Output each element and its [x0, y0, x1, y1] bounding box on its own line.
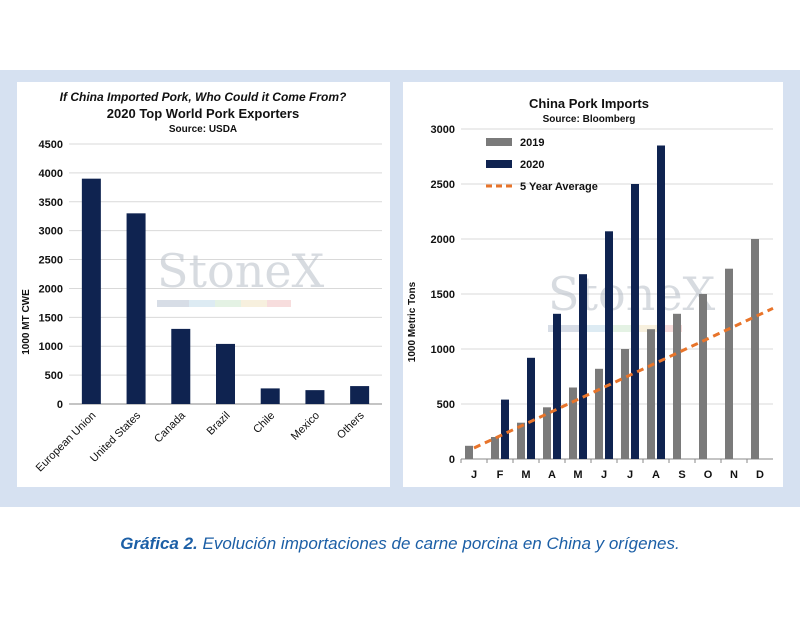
bar-2020: [657, 145, 665, 459]
y-tick-label: 2500: [431, 179, 455, 191]
y-tick-label: 500: [45, 370, 63, 382]
imports-chart-panel: China Pork Imports Source: Bloomberg 100…: [403, 82, 783, 487]
stonex-watermark: StoneX: [157, 244, 325, 307]
bar-2019: [699, 294, 707, 459]
x-tick-label: Mexico: [289, 410, 322, 443]
bar-2019: [621, 349, 629, 459]
bar-2019: [517, 422, 525, 459]
exporters-chart-panel: If China Imported Pork, Who Could it Com…: [17, 82, 390, 487]
y-tick-label: 1000: [431, 344, 455, 356]
legend-label-2020: 2020: [520, 159, 544, 171]
exporters-chart: If China Imported Pork, Who Could it Com…: [21, 90, 382, 475]
y-tick-label: 2500: [39, 255, 63, 267]
legend-label-trend: 5 Year Average: [520, 181, 598, 193]
watermark-text: StoneX: [157, 244, 325, 298]
caption-label: Gráfica 2.: [120, 534, 198, 553]
bar-2020: [631, 184, 639, 459]
exporters-chart-title: 2020 Top World Pork Exporters: [107, 106, 299, 121]
imports-legend: 2019 2020 5 Year Average: [486, 137, 598, 193]
imports-y-axis-label: 1000 Metric Tons: [407, 281, 418, 362]
x-tick-label: Canada: [152, 409, 188, 445]
bar-2020: [553, 313, 561, 459]
y-tick-label: 2000: [39, 283, 63, 295]
bar-2020: [605, 231, 613, 459]
exporters-y-axis-label: 1000 MT CWE: [21, 289, 32, 355]
bar-2019: [595, 368, 603, 459]
x-tick-label: J: [601, 469, 607, 481]
bar: [305, 390, 325, 404]
bar-2019: [725, 268, 733, 459]
legend-swatch-2019: [486, 138, 512, 146]
x-tick-label: J: [627, 469, 633, 481]
imports-chart: China Pork Imports Source: Bloomberg 100…: [407, 96, 774, 481]
bar-2019: [673, 313, 681, 459]
x-tick-label: F: [497, 469, 504, 481]
x-tick-label: Chile: [251, 410, 277, 436]
x-tick-label: M: [521, 469, 530, 481]
bar-2019: [543, 407, 551, 459]
imports-chart-source: Source: Bloomberg: [543, 114, 636, 125]
bar-2019: [465, 445, 473, 459]
y-tick-label: 4000: [39, 168, 63, 180]
x-tick-label: D: [756, 469, 764, 481]
bar-2019: [491, 437, 499, 459]
x-tick-label: European Union: [34, 410, 99, 475]
legend-swatch-2020: [486, 160, 512, 168]
y-tick-label: 500: [437, 399, 455, 411]
bar-2019: [569, 387, 577, 459]
bar: [350, 386, 370, 404]
x-tick-label: O: [704, 469, 713, 481]
x-tick-label: A: [652, 469, 660, 481]
bar-2019: [751, 239, 759, 459]
bar: [81, 178, 101, 404]
imports-chart-title: China Pork Imports: [529, 96, 649, 111]
exporters-chart-source: Source: USDA: [169, 124, 237, 135]
bar: [126, 213, 146, 404]
caption-text: Evolución importaciones de carne porcina…: [202, 534, 680, 553]
y-tick-label: 3000: [431, 124, 455, 136]
bar: [216, 343, 235, 404]
x-tick-label: A: [548, 469, 556, 481]
bar-2019: [647, 329, 655, 459]
x-tick-label: Others: [335, 409, 367, 441]
y-tick-label: 3000: [39, 226, 63, 238]
y-tick-label: 0: [449, 454, 455, 466]
bar: [260, 388, 280, 404]
bar-2020: [579, 274, 587, 459]
y-tick-label: 4500: [39, 139, 63, 151]
y-tick-label: 3500: [39, 197, 63, 209]
exporters-chart-subtitle: If China Imported Pork, Who Could it Com…: [60, 90, 347, 104]
y-tick-label: 0: [57, 399, 63, 411]
bar: [171, 328, 191, 404]
x-tick-label: N: [730, 469, 738, 481]
legend-label-2019: 2019: [520, 137, 544, 149]
y-tick-label: 1000: [39, 341, 63, 353]
y-tick-label: 2000: [431, 234, 455, 246]
x-tick-label: S: [678, 469, 685, 481]
x-tick-label: J: [471, 469, 477, 481]
figure-caption: Gráfica 2. Evolución importaciones de ca…: [0, 534, 800, 554]
y-tick-label: 1500: [39, 312, 63, 324]
bar-2020: [501, 399, 509, 459]
x-tick-label: M: [573, 469, 582, 481]
x-tick-label: Brazil: [205, 410, 233, 438]
bar-2020: [527, 357, 535, 459]
y-tick-label: 1500: [431, 289, 455, 301]
